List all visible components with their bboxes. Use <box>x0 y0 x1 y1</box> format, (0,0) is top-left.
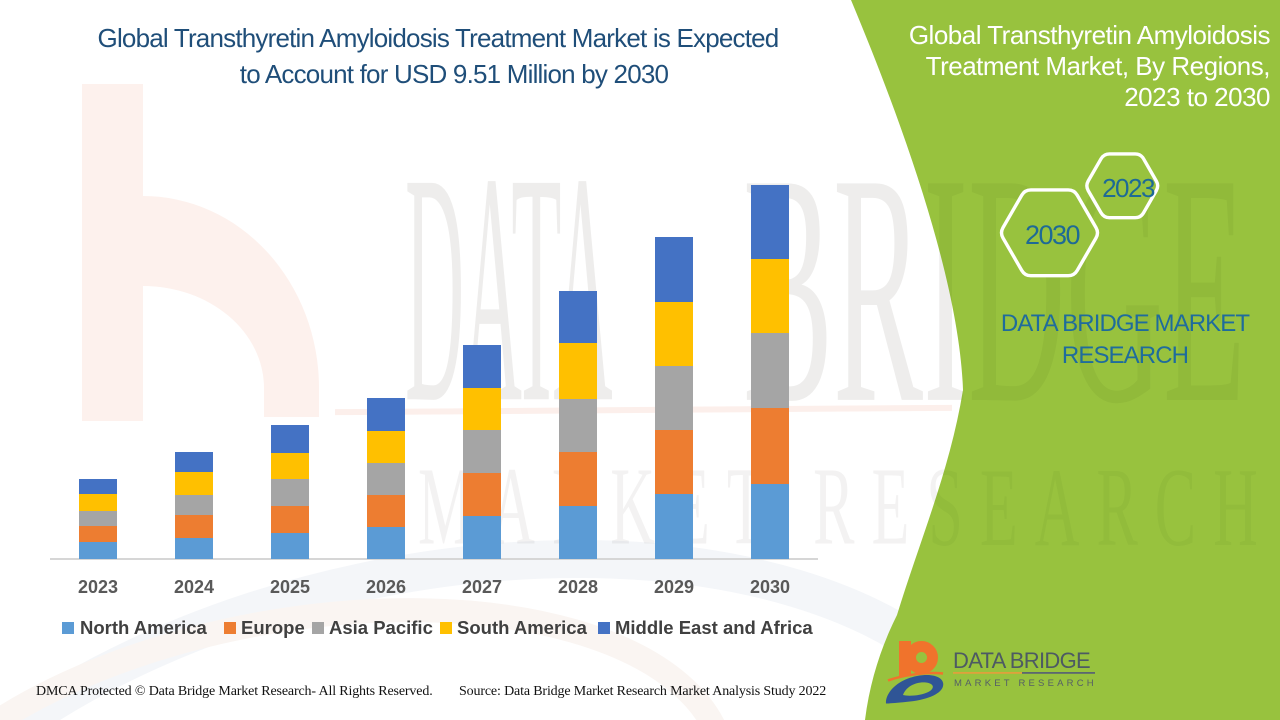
svg-text:MARKET RESEARCH: MARKET RESEARCH <box>420 445 1275 570</box>
svg-text:BRIDGE: BRIDGE <box>743 105 1245 472</box>
svg-text:MARKET RESEARCH: MARKET RESEARCH <box>954 678 1097 689</box>
svg-text:DATA BRIDGE: DATA BRIDGE <box>953 648 1090 673</box>
